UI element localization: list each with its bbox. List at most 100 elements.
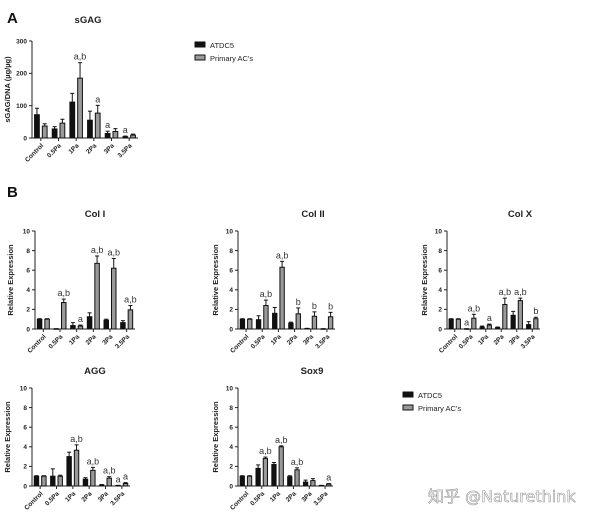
significance-label: a,b bbox=[124, 294, 137, 304]
legend-b: ATDC5 Primary AC's bbox=[402, 391, 461, 413]
bar-atdc5 bbox=[66, 456, 72, 487]
significance-label: a,b bbox=[87, 456, 100, 466]
legend-swatch-atdc5 bbox=[402, 391, 414, 398]
significance-label: a,b bbox=[514, 287, 527, 297]
y-tick-label: 6 bbox=[23, 425, 27, 432]
y-tick-label: 4 bbox=[229, 444, 233, 451]
y-tick-label: 4 bbox=[229, 287, 233, 294]
legend-swatch-primary bbox=[402, 404, 414, 411]
bar-primary bbox=[111, 267, 117, 330]
y-tick-label: 4 bbox=[438, 287, 442, 294]
significance-label: a,b bbox=[57, 288, 70, 298]
significance-label: a bbox=[78, 314, 83, 324]
bar-primary bbox=[247, 318, 253, 330]
significance-label: a bbox=[464, 318, 469, 328]
bar-primary bbox=[57, 475, 63, 487]
watermark: 知乎 @Naturethink bbox=[428, 487, 576, 506]
bar-primary bbox=[112, 131, 119, 139]
bar-primary bbox=[44, 318, 50, 330]
significance-label: b bbox=[296, 297, 301, 307]
bar-atdc5 bbox=[103, 319, 109, 330]
bar-primary bbox=[327, 316, 334, 330]
y-tick-label: 0 bbox=[26, 326, 30, 333]
significance-label: a,b bbox=[107, 247, 120, 257]
bar-primary bbox=[455, 318, 461, 330]
bar-primary bbox=[262, 458, 269, 487]
significance-label: a,b bbox=[103, 466, 116, 476]
bar-atdc5 bbox=[82, 478, 89, 487]
bar-primary bbox=[311, 315, 318, 330]
y-tick-label: 2 bbox=[438, 307, 442, 314]
significance-label: a,b bbox=[275, 435, 288, 445]
y-tick-label: 4 bbox=[26, 287, 30, 294]
chart-title: Col I bbox=[85, 209, 106, 220]
significance-label: a,b bbox=[259, 446, 272, 456]
bar-primary bbox=[246, 475, 253, 487]
bar-atdc5 bbox=[50, 475, 56, 487]
bar-atdc5 bbox=[120, 322, 126, 330]
bar-atdc5 bbox=[51, 128, 58, 139]
significance-label: a,b bbox=[291, 457, 304, 467]
bar-primary bbox=[486, 324, 492, 330]
significance-label: a bbox=[95, 94, 100, 104]
bar-primary bbox=[326, 483, 332, 487]
bar-primary bbox=[41, 475, 47, 487]
legend-label-primary: Primary AC's bbox=[210, 54, 253, 63]
significance-label: a,b bbox=[260, 289, 273, 299]
panel-label-a: A bbox=[7, 10, 18, 27]
bar-primary bbox=[517, 300, 523, 330]
y-tick-label: 8 bbox=[229, 405, 233, 412]
significance-label: a,b bbox=[276, 250, 289, 260]
y-tick-label: 6 bbox=[438, 268, 442, 275]
y-tick-label: 10 bbox=[23, 228, 31, 235]
y-tick-label: 10 bbox=[226, 385, 234, 392]
bar-primary bbox=[533, 318, 539, 330]
bar-primary bbox=[41, 125, 48, 139]
bar-atdc5 bbox=[287, 476, 293, 487]
chart-title: Sox9 bbox=[301, 366, 324, 377]
chart-title: Col X bbox=[508, 209, 533, 220]
bar-primary bbox=[77, 77, 83, 139]
y-tick-label: 2 bbox=[23, 464, 27, 471]
bar-primary bbox=[130, 134, 136, 139]
y-tick-label: 2 bbox=[229, 307, 233, 314]
bar-primary bbox=[502, 304, 508, 330]
bar-atdc5 bbox=[526, 324, 532, 330]
significance-label: a bbox=[123, 472, 128, 482]
y-tick-label: 8 bbox=[23, 405, 27, 412]
bar-atdc5 bbox=[239, 318, 246, 330]
significance-label: a bbox=[105, 120, 110, 130]
bar-atdc5 bbox=[302, 481, 309, 487]
significance-label: a bbox=[326, 473, 331, 483]
significance-label: a bbox=[487, 313, 492, 323]
y-axis-label: Relative Expression bbox=[211, 244, 220, 316]
bar-primary bbox=[279, 266, 285, 330]
bar-atdc5 bbox=[33, 475, 40, 487]
bar-primary bbox=[294, 469, 300, 487]
legend-label-atdc5: ATDC5 bbox=[210, 41, 234, 50]
y-axis-label: Relative Expression bbox=[3, 401, 12, 473]
chart-title: sGAG bbox=[75, 15, 102, 26]
bar-atdc5 bbox=[86, 316, 93, 330]
bar-primary bbox=[59, 122, 66, 139]
legend-label-atdc5: ATDC5 bbox=[418, 391, 442, 400]
bar-primary bbox=[471, 317, 477, 330]
bar-atdc5 bbox=[36, 318, 43, 330]
legend-a: ATDC5 Primary AC's bbox=[194, 41, 253, 63]
bar-atdc5 bbox=[448, 318, 454, 330]
bar-atdc5 bbox=[495, 327, 501, 330]
y-tick-label: 6 bbox=[26, 268, 30, 275]
bar-atdc5 bbox=[104, 132, 111, 139]
bar-primary bbox=[73, 449, 80, 487]
bar-primary bbox=[278, 446, 284, 487]
legend-swatch-primary bbox=[194, 54, 206, 61]
significance-label: a,b bbox=[499, 287, 512, 297]
y-tick-label: 2 bbox=[229, 464, 233, 471]
bar-atdc5 bbox=[510, 314, 516, 330]
y-tick-label: 10 bbox=[435, 228, 443, 235]
y-tick-label: 10 bbox=[226, 228, 234, 235]
bar-atdc5 bbox=[87, 119, 93, 139]
